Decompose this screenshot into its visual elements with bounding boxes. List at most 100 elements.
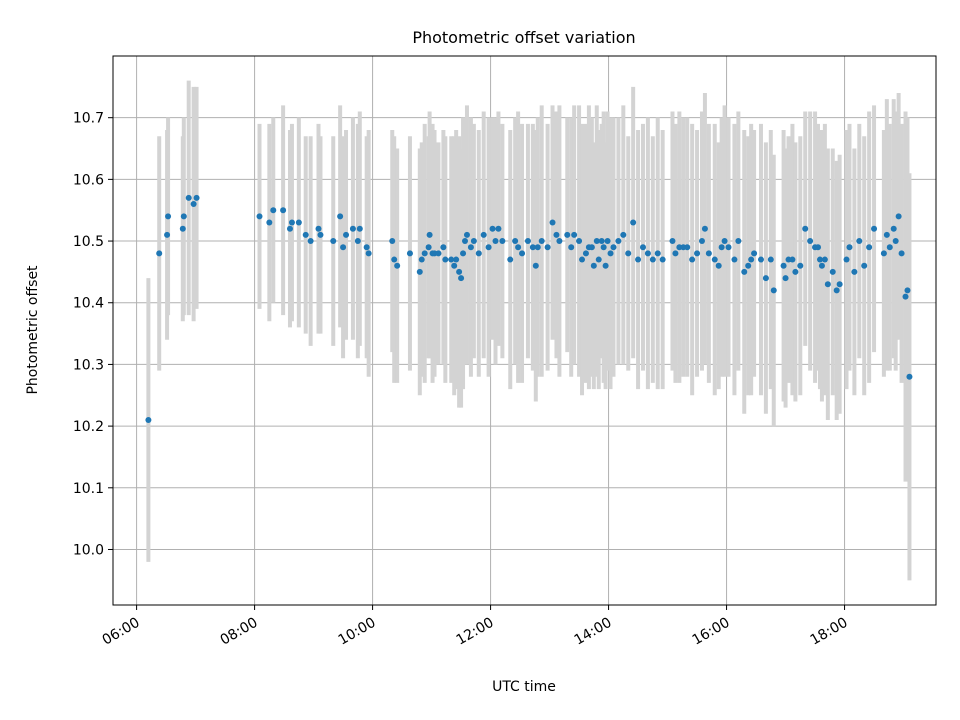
- data-point: [836, 281, 843, 288]
- data-point: [904, 287, 911, 294]
- data-point: [807, 238, 814, 245]
- data-point: [824, 281, 831, 288]
- data-point: [421, 250, 428, 257]
- x-axis-label: UTC time: [492, 679, 556, 695]
- data-point: [892, 238, 899, 245]
- data-point: [701, 225, 708, 232]
- y-tick-label: 10.7: [73, 111, 104, 127]
- data-point: [866, 244, 873, 251]
- data-point: [815, 244, 822, 251]
- data-point: [145, 416, 152, 423]
- data-point: [833, 287, 840, 294]
- data-point: [883, 231, 890, 238]
- data-point: [711, 256, 718, 263]
- data-point: [604, 238, 611, 245]
- y-tick-label: 10.3: [73, 357, 104, 373]
- data-point: [354, 238, 361, 245]
- data-point: [644, 250, 651, 257]
- data-point: [442, 256, 449, 263]
- data-point: [391, 256, 398, 263]
- data-point: [797, 262, 804, 269]
- data-point: [718, 244, 725, 251]
- data-point: [462, 238, 469, 245]
- data-point: [515, 244, 522, 251]
- data-point: [467, 244, 474, 251]
- data-point: [898, 250, 905, 257]
- data-point: [363, 244, 370, 251]
- data-point: [451, 262, 458, 269]
- data-point: [721, 238, 728, 245]
- data-point: [307, 238, 314, 245]
- data-point: [460, 250, 467, 257]
- data-point: [549, 219, 556, 226]
- data-point: [499, 238, 506, 245]
- data-point: [615, 238, 622, 245]
- data-point: [288, 219, 295, 226]
- data-point: [767, 256, 774, 263]
- data-point: [757, 256, 764, 263]
- y-axis-label: Photometric offset: [25, 265, 41, 395]
- data-point: [470, 238, 477, 245]
- data-point: [731, 256, 738, 263]
- data-point: [343, 231, 350, 238]
- data-point: [588, 244, 595, 251]
- data-point: [630, 219, 637, 226]
- data-point: [886, 244, 893, 251]
- data-point: [725, 244, 732, 251]
- data-point: [829, 268, 836, 275]
- data-point: [741, 268, 748, 275]
- data-point: [745, 262, 752, 269]
- y-tick-label: 10.2: [73, 419, 104, 435]
- data-point: [880, 250, 887, 257]
- data-point: [365, 250, 372, 257]
- data-point: [792, 268, 799, 275]
- y-axis-ticks: 10.0 10.1 10.2 10.3 10.4 10.5 10.6 10.7: [73, 111, 113, 558]
- data-point: [529, 244, 536, 251]
- data-point: [266, 219, 273, 226]
- data-point: [426, 231, 433, 238]
- data-point: [286, 225, 293, 232]
- data-point: [280, 207, 287, 214]
- data-point: [895, 213, 902, 220]
- data-point: [649, 256, 656, 263]
- data-point: [610, 244, 617, 251]
- data-point: [532, 262, 539, 269]
- data-point: [475, 250, 482, 257]
- data-point: [705, 250, 712, 257]
- data-point: [818, 262, 825, 269]
- data-point: [302, 231, 309, 238]
- data-point: [751, 250, 758, 257]
- data-point: [463, 231, 470, 238]
- data-point: [861, 262, 868, 269]
- data-point: [582, 250, 589, 257]
- data-point: [906, 373, 913, 380]
- data-point: [534, 244, 541, 251]
- data-point: [394, 262, 401, 269]
- data-point: [789, 256, 796, 263]
- data-point: [538, 238, 545, 245]
- plot-frame: [112, 55, 937, 606]
- data-point: [435, 250, 442, 257]
- data-point: [512, 238, 519, 245]
- data-point: [453, 256, 460, 263]
- data-point: [495, 225, 502, 232]
- data-point: [179, 225, 186, 232]
- data-point: [418, 256, 425, 263]
- data-point: [330, 238, 337, 245]
- data-point: [890, 225, 897, 232]
- data-point: [340, 244, 347, 251]
- data-point: [295, 219, 302, 226]
- data-point: [590, 262, 597, 269]
- data-point: [571, 231, 578, 238]
- y-tick-label: 10.4: [73, 296, 104, 312]
- data-point: [639, 244, 646, 251]
- data-point: [458, 275, 465, 282]
- data-point: [448, 256, 455, 263]
- data-points: [145, 194, 913, 423]
- data-point: [669, 238, 676, 245]
- data-point: [315, 225, 322, 232]
- data-point: [843, 256, 850, 263]
- data-point: [180, 213, 187, 220]
- data-point: [507, 256, 514, 263]
